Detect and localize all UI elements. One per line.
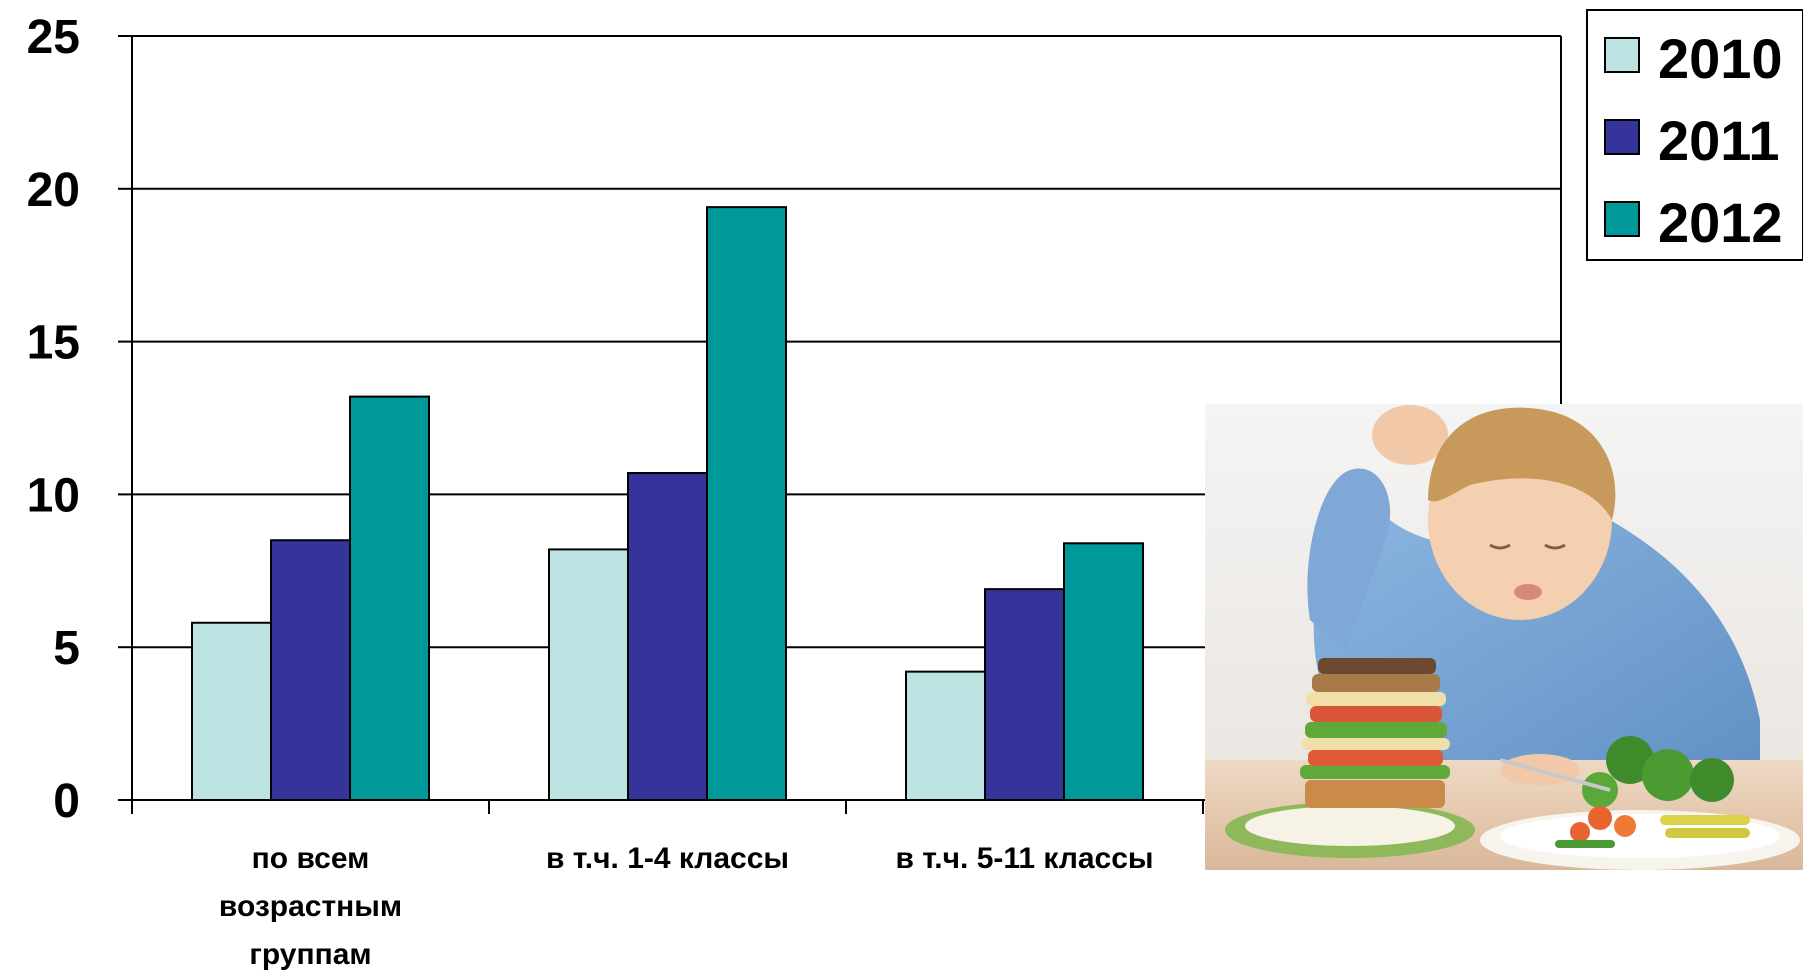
y-tick-label: 25 — [27, 11, 80, 64]
y-tick-label: 10 — [27, 469, 80, 522]
bar-2012-cat-2 — [706, 206, 787, 802]
y-axis-ticks: 0 5 10 15 20 25 — [27, 11, 132, 828]
legend-swatch-2012 — [1604, 201, 1640, 237]
legend-label-2011: 2011 — [1658, 109, 1780, 172]
legend-swatch-2010 — [1604, 37, 1640, 73]
legend: 2010 2011 2012 — [1586, 9, 1803, 261]
x-tick-label: по всем — [252, 842, 370, 875]
y-tick-label: 5 — [53, 622, 80, 675]
y-tick-label: 15 — [27, 317, 80, 370]
bar-2011-cat-1 — [270, 539, 351, 801]
bar-2011-cat-2 — [627, 472, 708, 801]
x-tick-label: в т.ч. 1-4 классы — [546, 842, 789, 875]
plot-area: 0 5 10 15 20 25 по всем возрастным группам в т.ч… — [27, 11, 1562, 971]
legend-label-2012: 2012 — [1658, 191, 1783, 254]
y-tick-label: 20 — [27, 164, 80, 217]
bar-2012-cat-1 — [349, 395, 430, 801]
bars — [191, 206, 1144, 802]
x-tick-label: группам — [249, 938, 371, 971]
bar-2010-cat-1 — [191, 621, 272, 802]
legend-label-2010: 2010 — [1658, 27, 1783, 90]
bar-2010-cat-2 — [548, 548, 629, 802]
bar-2012-cat-3 — [1063, 542, 1144, 802]
x-tick-label: возрастным — [219, 890, 402, 923]
bar-2010-cat-3 — [905, 670, 986, 802]
child-with-sandwich-and-vegetables-photo — [1205, 404, 1803, 870]
x-tick-label: в т.ч. 5-11 классы — [895, 842, 1153, 875]
bar-2011-cat-3 — [984, 588, 1065, 801]
y-tick-label: 0 — [53, 775, 80, 828]
x-axis-ticks: по всем возрастным группам в т.ч. 1-4 класс… — [131, 800, 1204, 971]
legend-swatch-2011 — [1604, 119, 1640, 155]
